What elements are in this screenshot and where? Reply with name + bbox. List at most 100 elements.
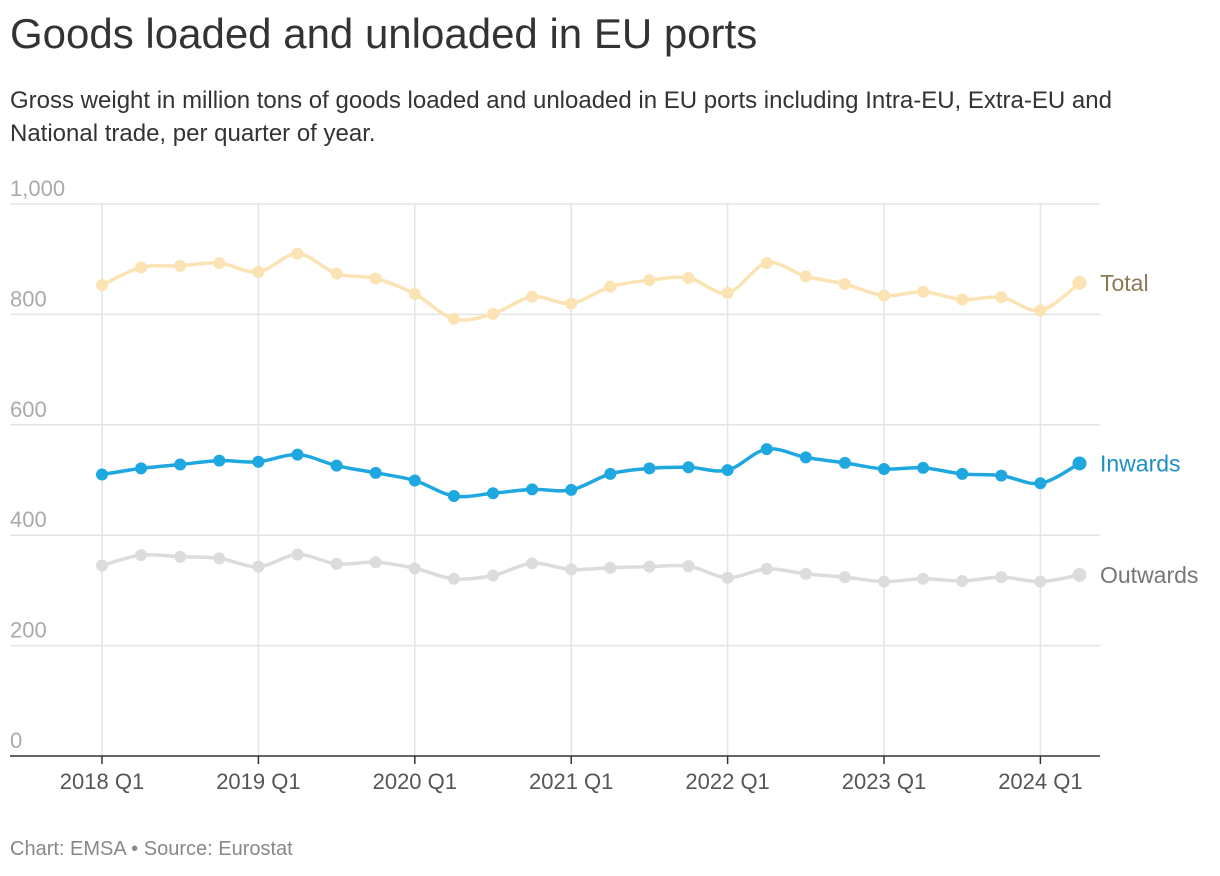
- x-tick-label: 2023 Q1: [842, 769, 926, 794]
- data-point-inwards: [838, 456, 851, 469]
- data-point-total: [526, 290, 539, 303]
- data-point-outwards: [604, 561, 617, 574]
- footer-separator: •: [131, 838, 139, 860]
- data-point-inwards: [604, 467, 617, 480]
- data-point-inwards: [174, 458, 187, 471]
- data-point-total: [174, 259, 187, 272]
- data-point-outwards: [1034, 575, 1047, 588]
- data-point-outwards: [721, 571, 734, 584]
- data-point-inwards: [291, 448, 304, 461]
- data-point-outwards: [838, 571, 851, 584]
- x-tick-label: 2024 Q1: [998, 769, 1082, 794]
- data-point-inwards: [447, 490, 460, 503]
- data-point-outwards: [213, 552, 226, 565]
- y-tick-label: 600: [10, 397, 47, 422]
- data-point-total: [135, 261, 148, 274]
- data-point-inwards: [526, 483, 539, 496]
- series-total: [96, 247, 1087, 325]
- x-tick-label: 2022 Q1: [685, 769, 769, 794]
- y-tick-label: 400: [10, 507, 47, 532]
- data-point-total: [252, 265, 265, 278]
- data-point-total: [291, 247, 304, 260]
- data-point-outwards: [995, 571, 1008, 584]
- series-line-outwards: [100, 552, 1082, 584]
- x-tick-label: 2020 Q1: [373, 769, 457, 794]
- data-point-outwards: [878, 575, 890, 588]
- series-label-outwards: Outwards: [1100, 562, 1198, 588]
- y-tick-label: 0: [10, 728, 22, 753]
- y-tick-label: 200: [10, 618, 47, 643]
- data-point-inwards: [1072, 456, 1087, 471]
- data-point-total: [96, 279, 108, 292]
- data-point-inwards: [760, 443, 773, 456]
- data-point-inwards: [643, 462, 656, 475]
- series-line-inwards: [100, 446, 1082, 499]
- data-point-total: [604, 280, 617, 293]
- data-point-inwards: [135, 462, 148, 475]
- data-point-inwards: [96, 468, 108, 481]
- axes: 0 200 400 600 800 1,000 2018 Q1 2019 Q1 2020 Q1 2…: [10, 176, 1100, 794]
- data-point-total: [956, 293, 969, 306]
- data-point-total: [995, 291, 1008, 304]
- x-tick-label: 2021 Q1: [529, 769, 613, 794]
- y-tick-label: 800: [10, 286, 47, 311]
- data-point-outwards: [956, 575, 969, 588]
- series-labels: Outwards Total Inwards: [1100, 270, 1198, 588]
- data-point-outwards: [682, 560, 695, 573]
- series-outwards: [96, 548, 1087, 588]
- data-point-outwards: [643, 560, 656, 573]
- data-point-outwards: [174, 550, 187, 563]
- data-point-outwards: [96, 559, 108, 572]
- series-group: [96, 247, 1087, 588]
- data-point-inwards: [721, 464, 734, 477]
- data-point-total: [447, 312, 460, 325]
- data-point-total: [408, 287, 421, 300]
- data-point-total: [878, 289, 890, 302]
- data-point-total: [213, 257, 226, 270]
- data-point-total: [760, 257, 773, 270]
- data-point-total: [487, 307, 499, 320]
- data-point-outwards: [135, 549, 148, 562]
- data-point-total: [721, 286, 734, 299]
- data-point-outwards: [252, 560, 265, 573]
- chart-credit: Chart: EMSA: [10, 838, 126, 860]
- series-line-total: [100, 251, 1082, 322]
- data-point-inwards: [487, 487, 499, 500]
- data-point-total: [1034, 304, 1047, 317]
- chart-footer: Chart: EMSA • Source: Eurostat: [10, 838, 293, 861]
- data-point-total: [799, 270, 812, 283]
- data-point-inwards: [369, 466, 382, 479]
- grid: [10, 203, 1100, 756]
- data-point-total: [369, 272, 382, 285]
- data-point-outwards: [526, 557, 539, 570]
- data-point-outwards: [369, 556, 382, 569]
- data-point-outwards: [799, 567, 812, 580]
- data-point-outwards: [447, 572, 460, 585]
- data-point-outwards: [487, 569, 499, 582]
- data-point-inwards: [682, 461, 695, 474]
- data-point-inwards: [330, 459, 343, 472]
- data-point-inwards: [995, 469, 1008, 482]
- data-point-outwards: [565, 563, 578, 576]
- data-point-inwards: [1034, 477, 1047, 490]
- data-point-total: [330, 267, 343, 280]
- data-point-inwards: [252, 455, 265, 468]
- data-point-outwards: [760, 562, 773, 575]
- data-point-outwards: [291, 548, 304, 561]
- data-point-total: [682, 271, 695, 284]
- series-label-total: Total: [1100, 270, 1149, 296]
- data-point-total: [838, 278, 851, 291]
- data-point-inwards: [408, 474, 421, 487]
- x-tick-label: 2018 Q1: [60, 769, 144, 794]
- line-chart: 0 200 400 600 800 1,000 2018 Q1 2019 Q1 2020 Q1 2…: [10, 176, 1198, 794]
- data-point-outwards: [1072, 567, 1087, 582]
- data-point-inwards: [878, 462, 890, 475]
- data-point-inwards: [799, 451, 812, 464]
- chart-title: Goods loaded and unloaded in EU ports: [10, 10, 758, 57]
- data-point-outwards: [408, 562, 421, 575]
- data-point-inwards: [917, 461, 930, 474]
- series-label-inwards: Inwards: [1100, 450, 1181, 476]
- data-point-outwards: [330, 557, 343, 570]
- data-point-total: [1072, 275, 1087, 290]
- series-inwards: [96, 443, 1087, 503]
